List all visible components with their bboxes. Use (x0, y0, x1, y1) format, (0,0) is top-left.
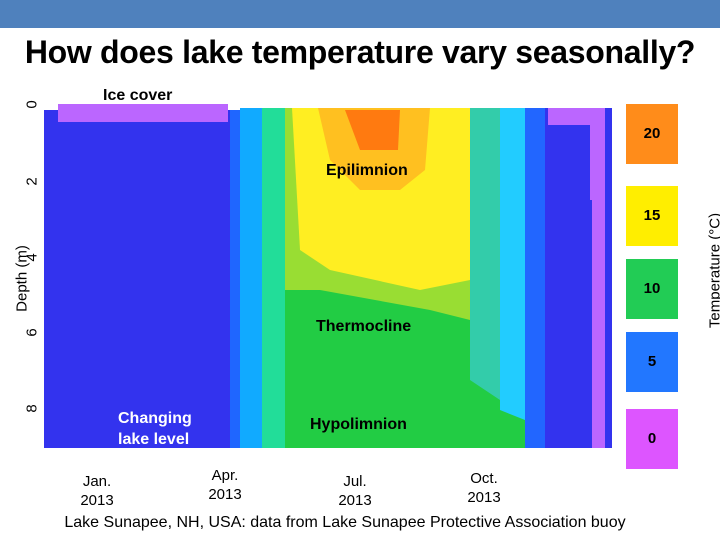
ice-cover-early-band (58, 104, 228, 122)
legend-label-15: 15 (643, 207, 661, 224)
fall-teal-band (470, 108, 500, 400)
late-fall-water-band (548, 125, 590, 455)
legend-swatch-0 (626, 409, 678, 469)
figure-caption: Lake Sunapee, NH, USA: data from Lake Su… (64, 514, 626, 531)
legend-label-20: 20 (643, 125, 661, 142)
legend-label-10: 10 (643, 280, 661, 297)
y-tick-8: 8 (23, 404, 41, 413)
early-spring-band (230, 110, 240, 455)
legend-label-5: 5 (647, 353, 657, 370)
peak-temperature-band (345, 110, 400, 150)
x-tick-oct: Oct. 2013 (467, 470, 501, 506)
legend-label-0: 0 (647, 430, 657, 447)
spring-cyan-band (240, 108, 262, 455)
winter-blue-band (44, 110, 230, 455)
fall-cyan-band (500, 108, 525, 420)
x-tick-jul: Jul. 2013 (338, 473, 372, 509)
spring-teal-band (262, 108, 285, 455)
x-tick-apr: Apr. 2013 (208, 467, 242, 503)
x-tick-jan: Jan. 2013 (80, 473, 114, 509)
heatmap-bands (44, 104, 612, 464)
legend-swatch-10 (626, 259, 678, 319)
lake-level-gap (44, 448, 612, 464)
y-tick-6: 6 (23, 328, 41, 337)
legend-swatch-15 (626, 186, 678, 246)
annotation-ice-cover: Ice cover (103, 87, 173, 104)
legend-swatch-20 (626, 104, 678, 164)
colorbar-axis-label: Temperature (°C) (706, 212, 720, 329)
annotation-thermocline: Thermocline (316, 318, 412, 335)
annotation-lake-level: Changing lake level (118, 410, 192, 448)
y-tick-0: 0 (23, 100, 41, 109)
top-accent-bar (0, 0, 720, 28)
y-tick-2: 2 (23, 177, 41, 186)
slide-title: How does lake temperature vary seasonall… (24, 34, 696, 70)
y-tick-4: 4 (23, 253, 41, 262)
annotation-hypolimnion: Hypolimnion (310, 416, 407, 433)
fall-blue-band (525, 108, 545, 455)
legend-swatch-5 (626, 332, 678, 392)
y-axis-label: Depth (m) (13, 245, 31, 312)
colorbar-legend (626, 104, 678, 469)
annotation-epilimnion: Epilimnion (326, 162, 408, 179)
